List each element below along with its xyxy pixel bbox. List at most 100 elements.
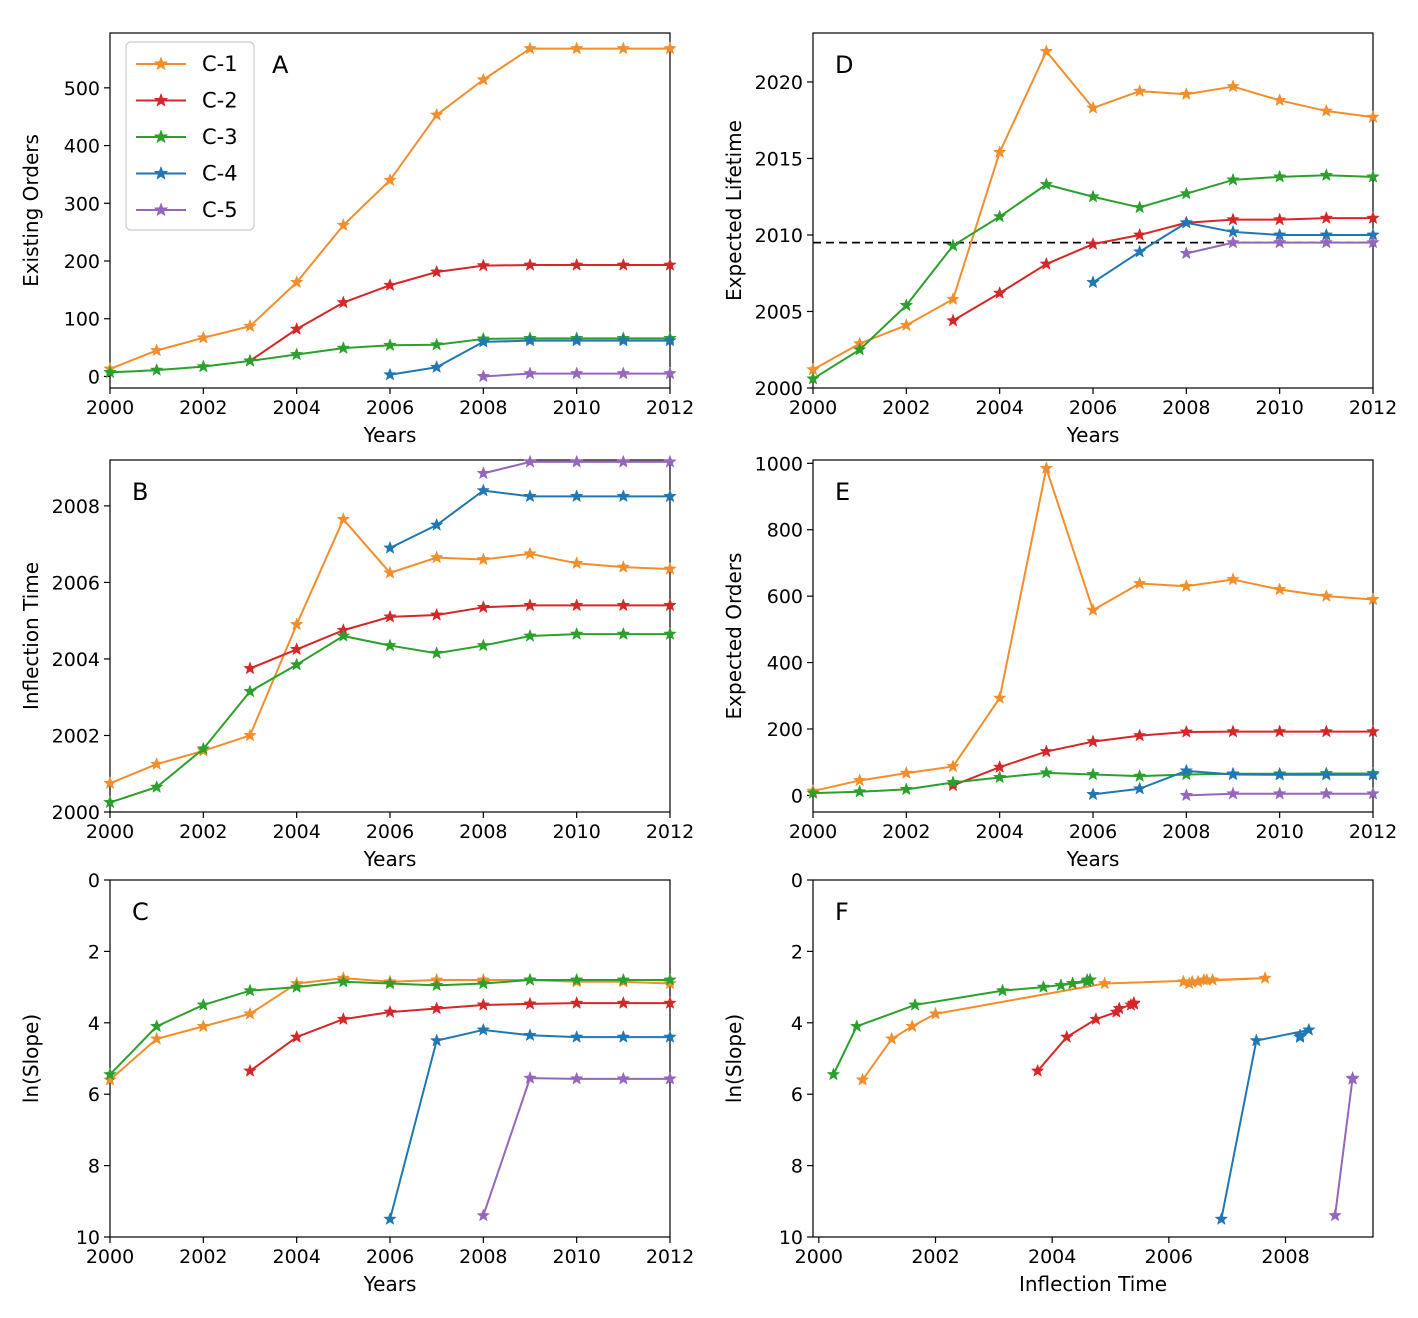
panel-d-marker-c-2 <box>1366 210 1380 224</box>
panel-c-marker-c-3 <box>616 972 631 986</box>
panel-a-marker-c-3 <box>429 337 444 351</box>
panel-c-xtick-label: 2002 <box>179 1246 227 1268</box>
panel-b-marker-c-1 <box>569 556 584 570</box>
panel-a-ytick-label: 400 <box>64 136 100 158</box>
panel-c-ytick-label: 10 <box>76 1227 100 1249</box>
panel-b-marker-c-5 <box>663 454 677 468</box>
panel-d-series-c-5 <box>1179 235 1380 260</box>
panel-c-marker-c-3 <box>336 974 351 988</box>
panel-c-xtick-label: 2008 <box>459 1246 507 1268</box>
panel-b-ylabel: Inflection Time <box>19 562 43 710</box>
panel-a-ytick-label: 500 <box>64 78 100 100</box>
panel-e-marker-c-3 <box>1039 765 1054 779</box>
panel-a-xtick-label: 2012 <box>646 397 694 419</box>
legend: C-1 C-2 C-3 C-4 C-5 <box>125 41 255 231</box>
panel-d-ytick-label: 2015 <box>755 148 803 170</box>
panel-c-marker-c-2 <box>569 995 584 1009</box>
panel-d-xtick-label: 2000 <box>789 397 837 419</box>
panel-b-xtick-label: 2000 <box>86 821 134 843</box>
panel-e-marker-c-1 <box>899 765 914 779</box>
panel-d-series-c-3 <box>806 168 1380 385</box>
panel-a-ytick-label: 0 <box>88 366 100 388</box>
panel-f-ytick-label: 0 <box>791 870 803 892</box>
panel-d-marker-c-3 <box>1179 186 1194 200</box>
panel-f-letter: F <box>835 898 849 926</box>
panel-b-marker-c-4 <box>476 483 491 497</box>
panel-d-series-c-4 <box>1086 215 1380 289</box>
panel-b-marker-c-2 <box>616 598 631 612</box>
panel-d-series-c-2 <box>946 210 1380 327</box>
panel-d-marker-c-3 <box>1226 172 1240 186</box>
panel-a-marker-c-3 <box>289 347 304 361</box>
panel-d-marker-c-3 <box>1132 200 1147 214</box>
panel-f-marker-c-2 <box>1089 1012 1103 1026</box>
panel-a-marker-c-4 <box>663 333 677 347</box>
panel-e-marker-c-3 <box>1086 767 1100 781</box>
panel-c-marker-c-3 <box>429 978 444 992</box>
panel-d-ytick-label: 2000 <box>755 378 803 400</box>
panel-c-marker-c-3 <box>523 972 537 986</box>
panel-e-marker-c-1 <box>1179 578 1194 593</box>
panel-b-series-c-4 <box>383 483 677 554</box>
panel-a-xlabel: Years <box>363 423 417 447</box>
panel-d-xtick-label: 2008 <box>1162 397 1210 419</box>
panel-c-marker-c-4 <box>383 1211 397 1225</box>
panel-f-series-c-5 <box>1328 1070 1360 1222</box>
panel-e-line-c-2 <box>952 730 1373 787</box>
panel-b-marker-c-5 <box>569 454 584 468</box>
panel-c-series-c-2 <box>243 995 677 1077</box>
panel-e-marker-c-4 <box>1319 767 1334 781</box>
panel-f-ylabel: ln(Slope) <box>722 1014 746 1103</box>
panel-a-series-c-2 <box>243 257 677 367</box>
panel-b-marker-c-1 <box>336 512 351 526</box>
panel-f-xtick-label: 2004 <box>1028 1246 1076 1268</box>
panel-c-line-c-4 <box>389 1028 670 1220</box>
panel-c-marker-c-3 <box>196 997 211 1011</box>
panel-b-marker-c-5 <box>616 454 631 468</box>
panel-b-ytick-label: 2008 <box>52 496 100 518</box>
panel-b-marker-c-2 <box>523 598 537 612</box>
panel-a-xtick-label: 2010 <box>552 397 600 419</box>
panel-e-marker-c-3 <box>852 784 867 798</box>
panel-a-xtick-label: 2000 <box>86 397 134 419</box>
panel-f-series-c-1 <box>855 970 1272 1086</box>
panel-b-marker-c-2 <box>569 598 584 612</box>
panel-d-marker-c-3 <box>946 238 960 252</box>
panel-a-marker-c-3 <box>383 338 397 352</box>
panel-a-marker-c-4 <box>429 360 444 374</box>
panel-a-marker-c-1 <box>336 218 351 232</box>
panel-b-xtick-label: 2006 <box>366 821 414 843</box>
panel-d-xlabel: Years <box>1066 423 1120 447</box>
panel-d-marker-c-3 <box>899 298 914 312</box>
panel-d-line-c-1 <box>812 50 1374 371</box>
panel-c-line-c-1 <box>109 977 671 1081</box>
panel-e-marker-c-5 <box>1179 788 1194 802</box>
panel-c-marker-c-3 <box>569 972 584 986</box>
panel-a-xtick-label: 2002 <box>179 397 227 419</box>
panel-f-marker-c-5 <box>1345 1071 1360 1085</box>
panel-f-marker-c-3 <box>995 983 1010 997</box>
panel-b-ytick-label: 2000 <box>52 802 100 824</box>
panel-d-marker-c-2 <box>1132 227 1147 241</box>
panel-b-marker-c-1 <box>476 552 491 566</box>
panel-d-marker-c-2 <box>1226 212 1240 226</box>
panel-d-series-c-1 <box>806 44 1380 376</box>
panel-f-marker-c-3 <box>1083 972 1097 986</box>
panel-c-xtick-label: 2012 <box>646 1246 694 1268</box>
panel-f-ytick-label: 8 <box>791 1156 803 1178</box>
panel-e-marker-c-4 <box>1226 767 1240 781</box>
panel-c-marker-c-1 <box>149 1031 164 1045</box>
panel-f-ytick-label: 2 <box>791 941 803 963</box>
panel-b-marker-c-3 <box>663 626 677 640</box>
panel-f-line-c-5 <box>1334 1077 1354 1216</box>
panel-c-frame <box>109 879 671 1238</box>
panel-e-ytick-label: 1000 <box>755 453 803 475</box>
panel-c-line-c-2 <box>249 1002 670 1072</box>
panel-b-xtick-label: 2012 <box>646 821 694 843</box>
panel-c-xtick-label: 2006 <box>366 1246 414 1268</box>
panel-e-marker-c-4 <box>1086 787 1100 801</box>
panel-f-marker-c-1 <box>1185 974 1200 988</box>
panel-e-xtick-label: 2006 <box>1069 821 1117 843</box>
panel-e-marker-c-1 <box>1226 572 1240 586</box>
panel-d-ytick-label: 2005 <box>755 301 803 323</box>
